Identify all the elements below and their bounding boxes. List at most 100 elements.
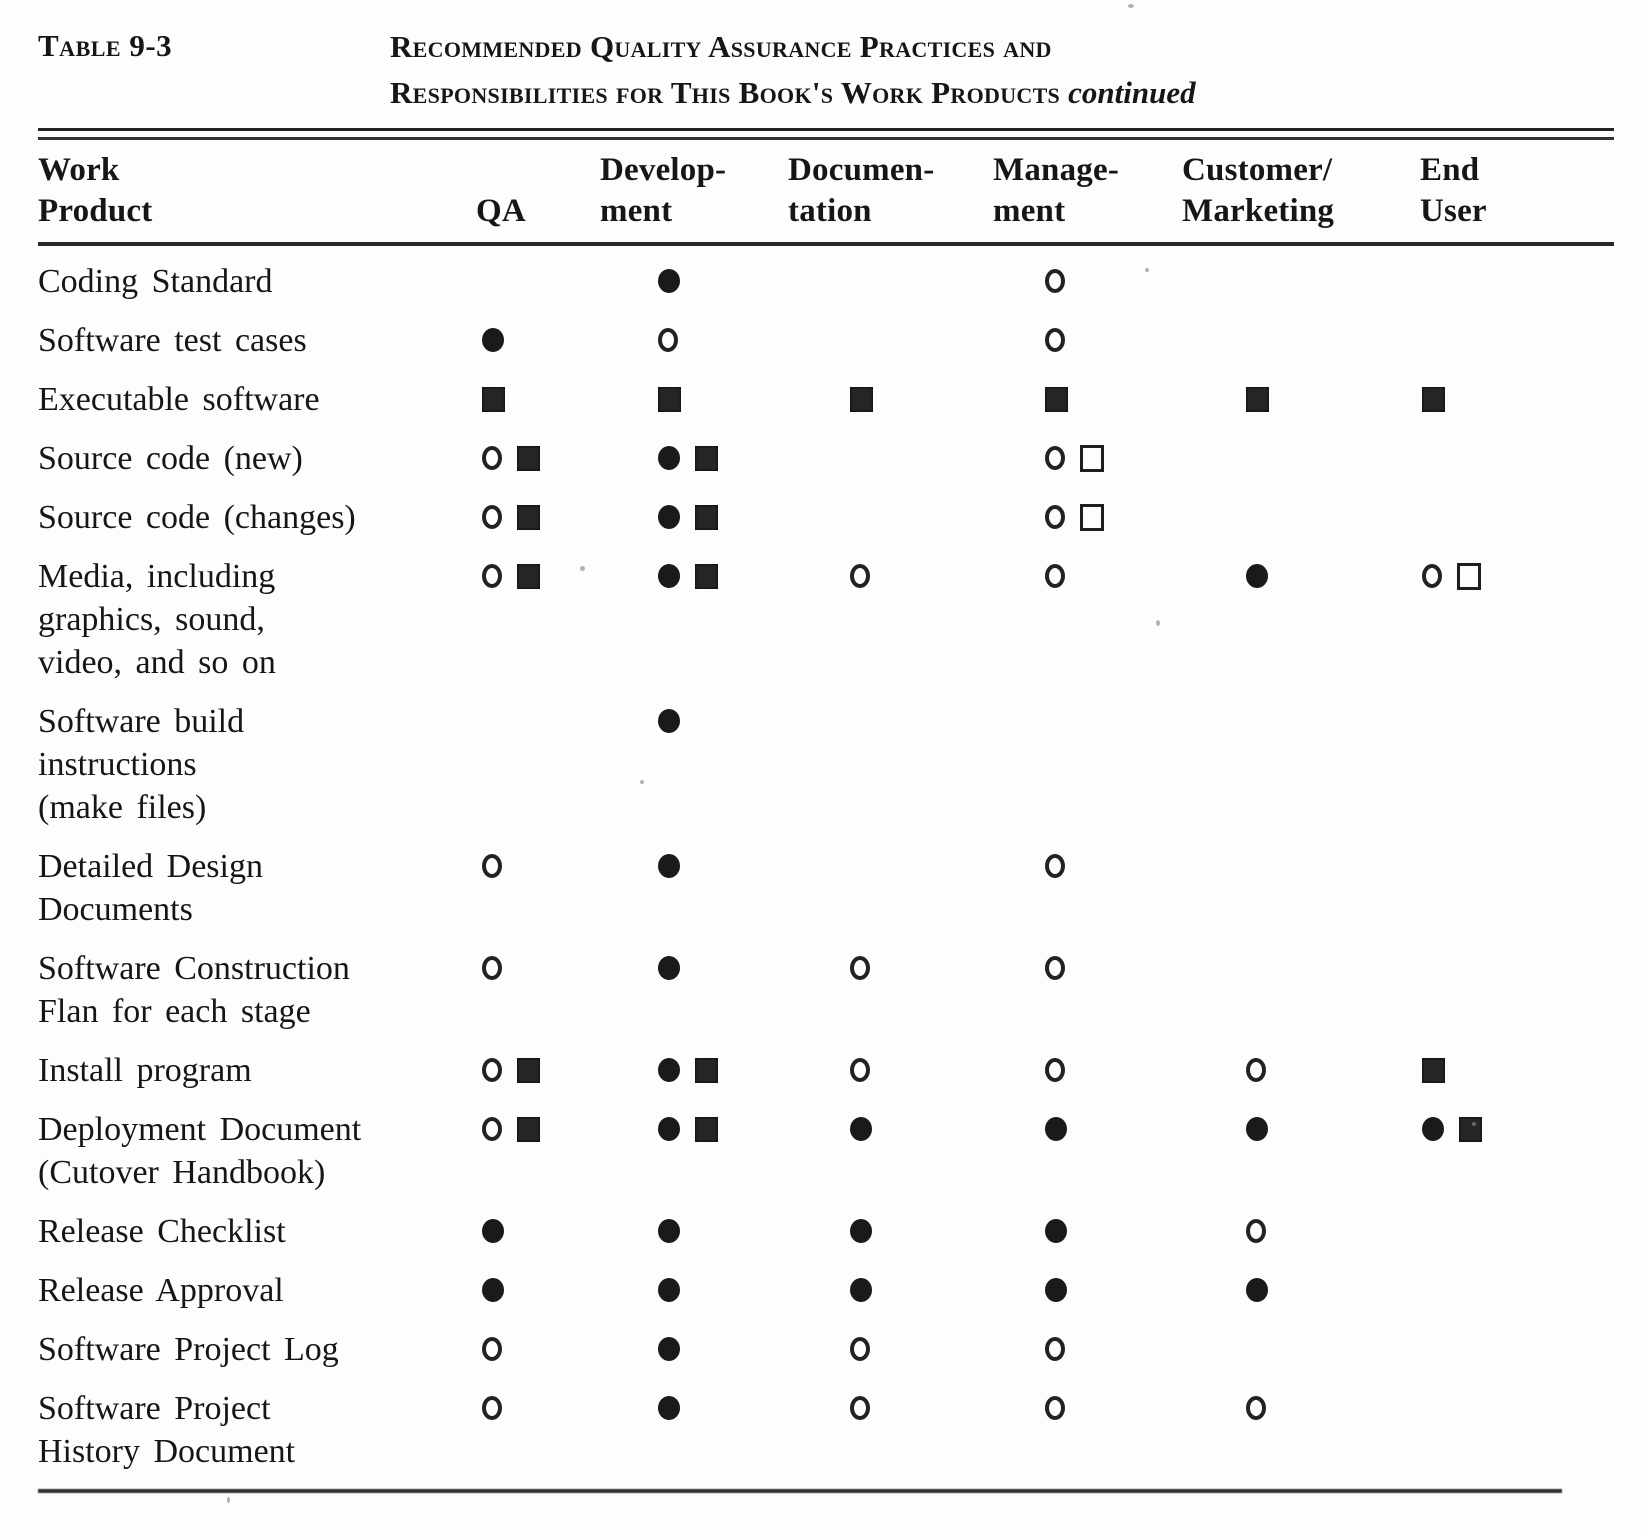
filled-circle-icon xyxy=(482,1219,504,1243)
work-product-cell: Release Approval xyxy=(38,1269,476,1312)
responsibility-cell-development xyxy=(600,378,788,412)
scan-speck xyxy=(1145,268,1149,272)
open-circle-icon xyxy=(482,1058,502,1082)
work-product-line: Source code (new) xyxy=(38,440,303,477)
filled-circle-icon xyxy=(850,1278,872,1302)
responsibility-cell-development xyxy=(600,319,788,352)
responsibility-cell-qa xyxy=(476,378,600,412)
table-title: Recommended Quality Assurance Practices … xyxy=(390,24,1196,116)
filled-circle-icon xyxy=(658,505,680,529)
work-product-line: Software Project xyxy=(38,1390,271,1427)
work-product-line: Source code (changes) xyxy=(38,499,356,536)
table-row: Release Approval xyxy=(38,1269,1642,1312)
responsibility-cell-management xyxy=(993,700,1182,709)
column-header-line: End xyxy=(1420,152,1480,188)
responsibility-cell-documentation xyxy=(788,1387,993,1420)
responsibility-cell-customer-marketing xyxy=(1182,1049,1420,1082)
open-circle-icon xyxy=(482,446,502,470)
responsibility-cell-management xyxy=(993,1108,1182,1141)
column-header-line: Product xyxy=(38,193,153,229)
open-square-icon xyxy=(1080,504,1104,531)
table-row: Coding Standard xyxy=(38,260,1642,303)
open-circle-icon xyxy=(850,956,870,980)
open-circle-icon xyxy=(482,956,502,980)
open-circle-icon xyxy=(482,1117,502,1141)
work-product-line: Documents xyxy=(38,891,193,928)
work-product-line: History Document xyxy=(38,1433,296,1470)
filled-circle-icon xyxy=(1045,1117,1067,1141)
responsibility-cell-management xyxy=(993,947,1182,980)
responsibility-cell-customer-marketing xyxy=(1182,1387,1420,1420)
responsibility-cell-end-user xyxy=(1420,1387,1642,1396)
filled-circle-icon xyxy=(658,1058,680,1082)
responsibility-cell-customer-marketing xyxy=(1182,1108,1420,1141)
responsibility-cell-end-user xyxy=(1420,1328,1642,1337)
responsibility-cell-qa xyxy=(476,947,600,980)
work-product-line: Deployment Document xyxy=(38,1111,362,1148)
work-product-line: Coding Standard xyxy=(38,263,273,300)
filled-square-icon xyxy=(517,505,540,530)
column-header-management: Manage-ment xyxy=(993,150,1182,232)
filled-square-icon xyxy=(1459,1117,1482,1142)
responsibility-cell-end-user xyxy=(1420,947,1642,956)
table-row: Software Project History Document xyxy=(38,1387,1642,1473)
responsibility-cell-documentation xyxy=(788,555,993,588)
open-circle-icon xyxy=(482,564,502,588)
open-circle-icon xyxy=(1045,1058,1065,1082)
column-header-line: Manage- xyxy=(993,152,1120,188)
table-title-line1: Recommended Quality Assurance Practices … xyxy=(390,29,1052,64)
responsibility-cell-development xyxy=(600,260,788,293)
work-product-cell: Software Project Log xyxy=(38,1328,476,1371)
work-product-line: Release Approval xyxy=(38,1272,284,1309)
column-header-line: Work xyxy=(38,152,120,188)
responsibility-cell-development xyxy=(600,1387,788,1420)
open-circle-icon xyxy=(1045,446,1065,470)
responsibility-cell-end-user xyxy=(1420,378,1642,412)
open-square-icon xyxy=(1080,445,1104,472)
responsibility-cell-qa xyxy=(476,845,600,878)
responsibility-cell-management xyxy=(993,319,1182,352)
open-circle-icon xyxy=(482,1337,502,1361)
work-product-cell: Software Construction Flan for each stage xyxy=(38,947,476,1033)
work-product-line: Release Checklist xyxy=(38,1213,286,1250)
column-header-line: Documen- xyxy=(788,152,935,188)
responsibility-cell-management xyxy=(993,378,1182,412)
column-header-line: Develop- xyxy=(600,152,727,188)
table-row: Software test cases xyxy=(38,319,1642,362)
scan-speck xyxy=(1156,620,1160,626)
filled-circle-icon xyxy=(850,1219,872,1243)
table-row: Software Construction Flan for each stage xyxy=(38,947,1642,1033)
filled-circle-icon xyxy=(1422,1117,1444,1141)
responsibility-cell-customer-marketing xyxy=(1182,437,1420,446)
responsibility-cell-customer-marketing xyxy=(1182,319,1420,328)
open-circle-icon xyxy=(1045,505,1065,529)
open-circle-icon xyxy=(1045,564,1065,588)
responsibility-cell-management xyxy=(993,260,1182,293)
filled-square-icon xyxy=(1246,387,1269,412)
responsibility-cell-customer-marketing xyxy=(1182,947,1420,956)
responsibility-cell-documentation xyxy=(788,1328,993,1361)
responsibility-cell-documentation xyxy=(788,496,993,505)
filled-square-icon xyxy=(1045,387,1068,412)
work-product-line: video, and so on xyxy=(38,644,276,681)
responsibility-cell-end-user xyxy=(1420,319,1642,328)
responsibility-cell-management xyxy=(993,555,1182,588)
work-product-line: Software build xyxy=(38,703,245,740)
responsibility-cell-documentation xyxy=(788,1049,993,1082)
work-product-cell: Coding Standard xyxy=(38,260,476,303)
table-top-rule xyxy=(38,128,1614,140)
work-product-cell: Software test cases xyxy=(38,319,476,362)
open-circle-icon xyxy=(1045,1337,1065,1361)
responsibility-cell-qa xyxy=(476,555,600,589)
responsibility-cell-customer-marketing xyxy=(1182,555,1420,588)
table-title-line2: Responsibilities for This Book's Work Pr… xyxy=(390,75,1061,110)
table-row: Install program xyxy=(38,1049,1642,1092)
open-circle-icon xyxy=(1246,1058,1266,1082)
filled-circle-icon xyxy=(658,1337,680,1361)
responsibility-cell-documentation xyxy=(788,378,993,412)
column-header-qa: QA xyxy=(476,191,600,232)
work-product-cell: Deployment Document (Cutover Handbook) xyxy=(38,1108,476,1194)
responsibility-cell-documentation xyxy=(788,1108,993,1141)
responsibility-cell-qa xyxy=(476,1387,600,1420)
filled-circle-icon xyxy=(658,956,680,980)
